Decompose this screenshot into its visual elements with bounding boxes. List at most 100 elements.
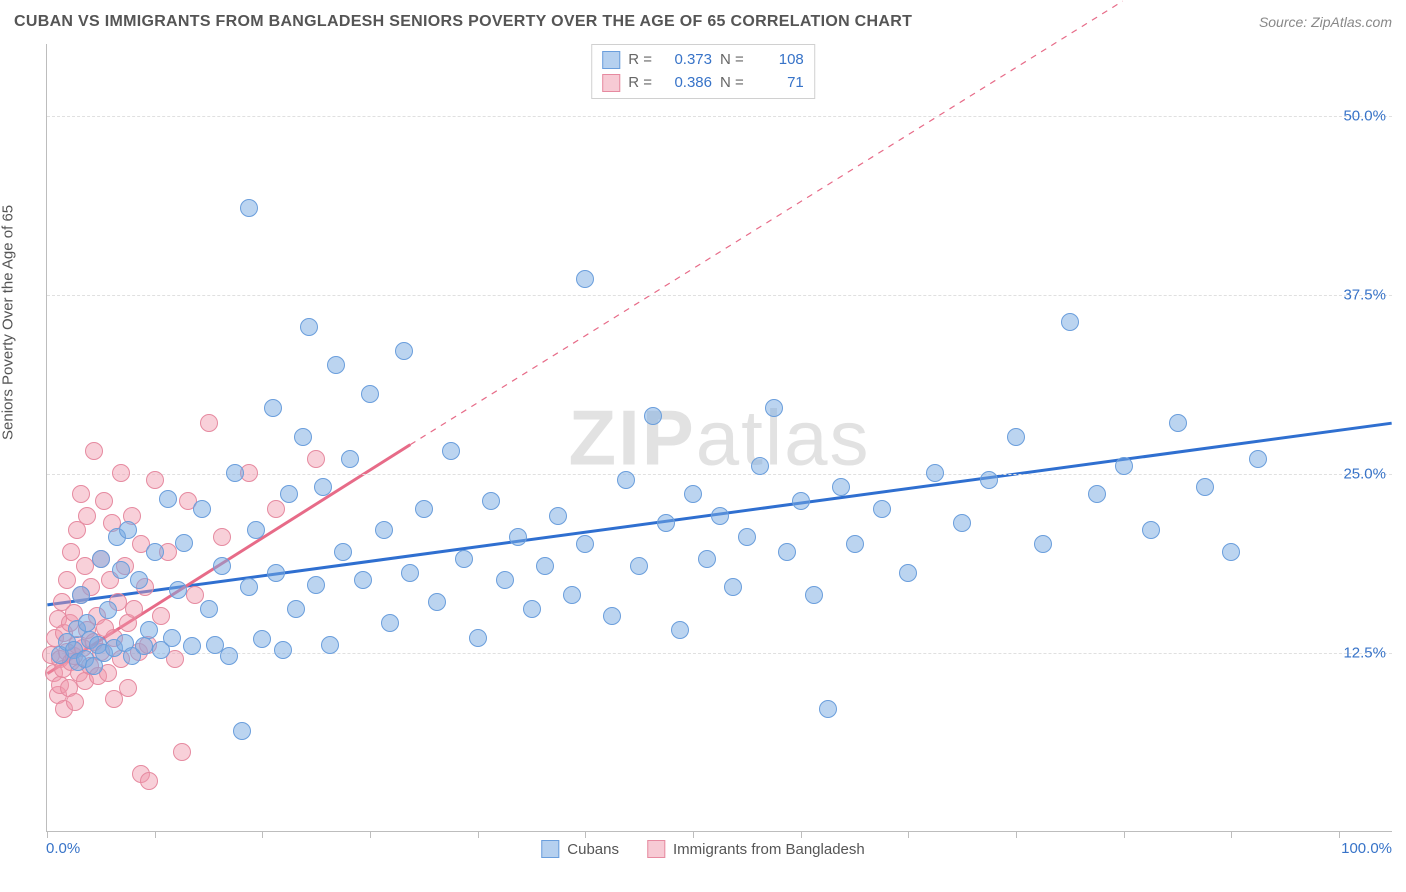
trend-line [47,423,1391,605]
scatter-point-cubans [630,557,648,575]
scatter-point-bangladesh [140,772,158,790]
scatter-point-bangladesh [307,450,325,468]
scatter-point-bangladesh [76,557,94,575]
scatter-point-bangladesh [152,607,170,625]
scatter-point-bangladesh [109,593,127,611]
scatter-point-bangladesh [70,664,88,682]
x-tick [1016,831,1017,838]
scatter-point-cubans [482,492,500,510]
scatter-point-cubans [108,528,126,546]
scatter-point-cubans [247,521,265,539]
x-tick [1339,831,1340,838]
scatter-point-cubans [213,557,231,575]
scatter-point-bangladesh [51,676,69,694]
y-tick-label: 50.0% [1343,107,1386,124]
x-tick [370,831,371,838]
x-tick [262,831,263,838]
scatter-point-bangladesh [213,528,231,546]
scatter-point-cubans [805,586,823,604]
scatter-point-bangladesh [53,593,71,611]
x-tick [1124,831,1125,838]
scatter-point-bangladesh [55,624,73,642]
y-tick-label: 37.5% [1343,286,1386,303]
scatter-point-cubans [119,521,137,539]
scatter-point-cubans [169,581,187,599]
scatter-point-bangladesh [173,743,191,761]
scatter-point-cubans [280,485,298,503]
scatter-point-cubans [314,478,332,496]
x-tick [1231,831,1232,838]
scatter-point-cubans [1142,521,1160,539]
scatter-point-cubans [99,601,117,619]
trend-line [47,445,410,674]
gridline-h [47,116,1392,117]
scatter-point-bangladesh [72,586,90,604]
scatter-point-cubans [576,535,594,553]
scatter-point-bangladesh [119,614,137,632]
scatter-point-bangladesh [78,507,96,525]
watermark: ZIPatlas [568,392,870,483]
scatter-point-cubans [509,528,527,546]
scatter-point-bangladesh [54,660,72,678]
scatter-point-bangladesh [78,621,96,639]
chart-title: CUBAN VS IMMIGRANTS FROM BANGLADESH SENI… [14,13,912,31]
watermark-light: atlas [696,393,871,481]
scatter-point-bangladesh [88,607,106,625]
scatter-point-bangladesh [136,578,154,596]
scatter-point-cubans [603,607,621,625]
scatter-point-cubans [65,641,83,659]
scatter-point-bangladesh [103,514,121,532]
chart-source: Source: ZipAtlas.com [1259,14,1392,30]
scatter-point-cubans [321,636,339,654]
scatter-point-cubans [1034,535,1052,553]
legend-label: Immigrants from Bangladesh [673,841,865,858]
scatter-point-cubans [899,564,917,582]
scatter-point-cubans [846,535,864,553]
scatter-point-bangladesh [139,636,157,654]
y-tick-label: 25.0% [1343,465,1386,482]
scatter-point-cubans [428,593,446,611]
scatter-point-cubans [92,550,110,568]
scatter-point-cubans [361,385,379,403]
x-axis-max-label: 100.0% [1341,840,1392,857]
trend-lines-layer [47,44,1392,831]
x-tick [155,831,156,838]
scatter-point-bangladesh [85,442,103,460]
x-axis-min-label: 0.0% [46,840,80,857]
scatter-point-bangladesh [81,657,99,675]
scatter-point-cubans [1249,450,1267,468]
scatter-point-cubans [724,578,742,596]
scatter-point-cubans [130,571,148,589]
scatter-point-cubans [576,270,594,288]
scatter-point-cubans [711,507,729,525]
scatter-point-cubans [240,578,258,596]
scatter-point-cubans [496,571,514,589]
scatter-point-bangladesh [61,614,79,632]
scatter-point-bangladesh [49,686,67,704]
scatter-point-bangladesh [159,543,177,561]
n-value: 108 [752,49,804,72]
legend-label: Cubans [567,841,619,858]
scatter-point-cubans [381,614,399,632]
scatter-point-cubans [58,633,76,651]
n-label: N = [720,49,744,72]
scatter-point-bangladesh [95,492,113,510]
scatter-point-cubans [78,614,96,632]
scatter-point-bangladesh [132,765,150,783]
swatch-pink-icon [602,74,620,92]
x-tick [693,831,694,838]
chart-header: CUBAN VS IMMIGRANTS FROM BANGLADESH SENI… [0,0,1406,44]
scatter-point-bangladesh [65,604,83,622]
scatter-point-cubans [698,550,716,568]
scatter-point-bangladesh [72,485,90,503]
scatter-point-cubans [307,576,325,594]
n-value: 71 [752,72,804,95]
scatter-point-cubans [287,600,305,618]
scatter-point-bangladesh [76,672,94,690]
gridline-h [47,653,1392,654]
scatter-point-cubans [1169,414,1187,432]
scatter-point-cubans [240,199,258,217]
scatter-point-cubans [294,428,312,446]
swatch-blue-icon [602,51,620,69]
legend-row-bangladesh: R = 0.386 N = 71 [602,72,804,95]
